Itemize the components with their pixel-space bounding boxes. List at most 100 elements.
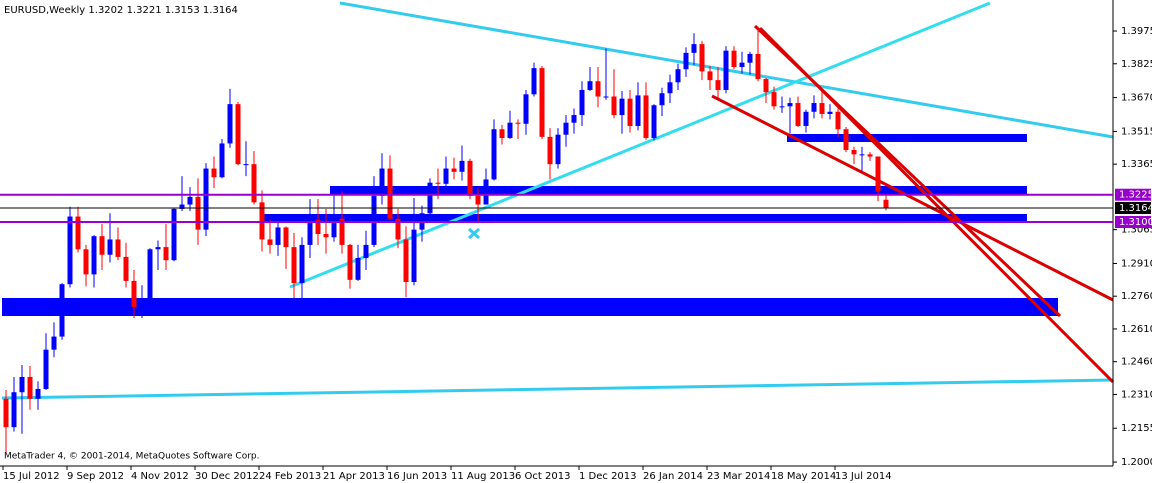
candle-body [867, 154, 873, 157]
candle-body [883, 199, 889, 209]
candle-body [59, 284, 65, 337]
candle-body [251, 164, 257, 203]
candle-body [523, 94, 529, 124]
candle-body [587, 81, 593, 90]
candle-body [203, 168, 209, 230]
y-tick-label: 1.3825 [1121, 59, 1152, 70]
candle-body [275, 227, 281, 245]
copyright: MetaTrader 4, © 2001-2014, MetaQuotes So… [4, 452, 260, 462]
y-tick-label: 1.2760 [1121, 291, 1152, 302]
candle-body [683, 52, 689, 70]
candle-body [651, 105, 657, 138]
x-tick-label: 26 Jan 2014 [643, 471, 703, 482]
candle-body [107, 239, 113, 255]
candle-body [619, 98, 625, 116]
candle-body [691, 44, 697, 53]
candle-body [339, 218, 345, 245]
x-tick-label: 30 Dec 2012 [195, 471, 259, 482]
candle-body [155, 247, 161, 250]
candle-body [763, 79, 769, 93]
candle-body [851, 149, 857, 155]
candle-body [243, 164, 249, 166]
candle-body [507, 122, 513, 138]
candle-body [859, 154, 865, 156]
candle-body [123, 256, 129, 281]
candle-body [387, 168, 393, 219]
x-tick-label: 15 Jul 2012 [3, 471, 60, 482]
x-tick-label: 23 Mar 2014 [707, 471, 770, 482]
candle-body [115, 239, 121, 257]
candle-body [35, 388, 41, 399]
candle-body [99, 236, 105, 255]
candle-body [403, 239, 409, 283]
candle-body [603, 96, 609, 98]
x-tick-label: 24 Feb 2013 [259, 471, 321, 482]
y-tick-label: 1.3065 [1121, 225, 1152, 236]
candle-body [515, 122, 521, 124]
candle-body [827, 111, 833, 114]
candle-body [723, 50, 729, 90]
x-tick-label: 1 Dec 2013 [579, 471, 637, 482]
candle-body [747, 53, 753, 63]
price-level-box [1115, 215, 1151, 228]
trend-line [1, 378, 1114, 400]
candle-body [595, 81, 601, 97]
candle-body [83, 249, 89, 275]
x-tick-label: 11 Aug 2013 [451, 471, 515, 482]
candle-body [43, 349, 49, 389]
price-level-box [1115, 188, 1151, 201]
candle-body [779, 106, 785, 108]
y-tick-label: 1.2460 [1121, 357, 1152, 368]
candle-body [411, 229, 417, 283]
candle-body [227, 104, 233, 144]
candle-body [67, 216, 73, 285]
candle-body [531, 68, 537, 95]
candle-body [195, 196, 201, 230]
candle-body [475, 195, 481, 205]
candle-body [715, 80, 721, 90]
candle-body [347, 244, 353, 280]
chart-title: EURUSD,Weekly 1.3202 1.3221 1.3153 1.316… [4, 5, 238, 16]
candle-body [27, 376, 33, 399]
candle-body [283, 227, 289, 248]
x-tick-label: 6 Oct 2013 [515, 471, 570, 482]
x-tick-label: 16 Jun 2013 [387, 471, 447, 482]
zone-rect [2, 298, 1058, 316]
y-tick-label: 1.2155 [1121, 423, 1152, 434]
candle-body [739, 62, 745, 68]
drawing-objects [1, 1, 1115, 400]
candle-body [91, 236, 97, 275]
cross-marker [467, 227, 481, 240]
candle-body [547, 136, 553, 165]
candle-body [51, 336, 57, 350]
candle-body [819, 103, 825, 114]
price-level-box [1115, 202, 1151, 215]
candle-body [147, 249, 153, 300]
candle-body [659, 93, 665, 106]
candle-body [163, 247, 169, 261]
candle-body [707, 71, 713, 81]
candle-body [307, 219, 313, 245]
candle-body [499, 129, 505, 138]
candle-body [467, 160, 473, 196]
x-tick-label: 13 Jul 2014 [835, 471, 892, 482]
candle-body [555, 134, 561, 165]
candle-body [843, 129, 849, 150]
candle-body [323, 234, 329, 238]
candle-body [211, 168, 217, 178]
candle-body [259, 202, 265, 240]
price-level-label: 1.3100 [1119, 217, 1152, 228]
candle-body [755, 53, 761, 80]
candle-body [11, 392, 17, 428]
candle-body [19, 376, 25, 393]
candle-body [219, 143, 225, 178]
candle-body [731, 50, 737, 68]
candle-body [427, 182, 433, 214]
candle-body [371, 195, 377, 245]
candle-body [363, 244, 369, 259]
candle-body [267, 239, 273, 245]
candle-body [811, 103, 817, 112]
candle-body [3, 398, 9, 428]
